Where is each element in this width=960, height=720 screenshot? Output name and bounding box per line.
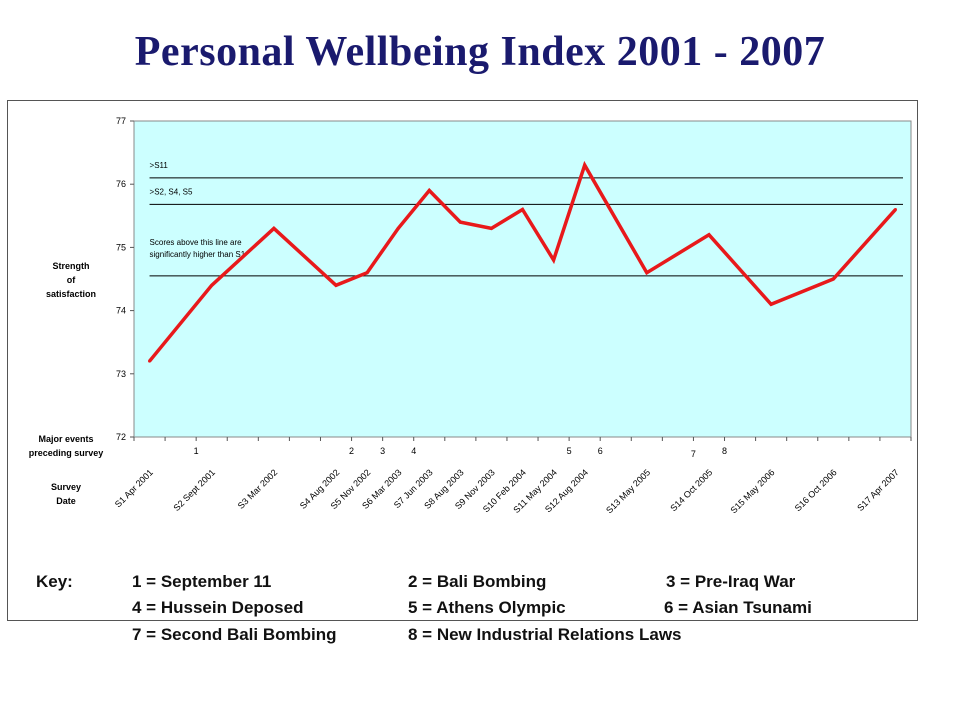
y-axis-label-line1: Strength [52,261,90,271]
survey-date-label-line2: Date [56,496,76,506]
key-prefix: Key: [36,572,73,591]
data-point-15 [831,277,835,281]
reference-line-label-0: >S11 [150,161,169,170]
x-category-label-14: S15 May 2006 [728,467,776,515]
data-point-4 [365,271,369,275]
y-tick-label-3: 75 [116,242,126,252]
data-point-5 [396,226,400,230]
event-marker-4: 4 [411,446,416,456]
data-point-8 [489,226,493,230]
survey-date-label-line1: Survey [50,482,82,492]
data-point-1 [210,283,214,287]
event-marker-6: 6 [598,446,603,456]
key-item-7: 7 = Second Bali Bombing [132,625,337,644]
reference-line-label-2-line1: Scores above this line are [150,238,243,247]
survey-date-label: Survey Date [26,480,106,508]
data-point-9 [521,207,524,211]
data-point-12 [645,271,649,275]
y-axis-label-line2: of [66,275,76,285]
data-point-2 [272,226,276,230]
x-category-label-12: S13 May 2005 [604,467,652,515]
data-point-16 [893,207,897,211]
chart-panel: 72 73 74 75 76 77 >S11 >S2, S4, S5 Scores above … [7,100,918,621]
x-category-label-1: S2 Sept 2001 [171,467,217,513]
x-category-label-13: S14 Oct 2005 [668,467,714,513]
x-category-label-15: S16 Oct 2006 [793,467,839,513]
y-axis-label: Strength of satisfaction [26,259,116,301]
data-point-11 [583,163,587,167]
slide-title: Personal Wellbeing Index 2001 - 2007 [134,29,826,75]
key-item-2: 2 = Bali Bombing [408,572,547,591]
event-marker-8: 8 [722,446,727,456]
y-tick-label-4: 76 [116,179,126,189]
events-row-label: Major events preceding survey [11,432,121,460]
y-tick-label-1: 73 [116,369,126,379]
x-category-label-0: S1 Apr 2001 [113,467,155,509]
y-tick-label-0: 72 [116,432,126,442]
event-marker-2: 2 [349,446,354,456]
plot-area [133,120,912,438]
data-point-13 [707,233,711,237]
y-tick-label-2: 74 [116,306,126,316]
key-item-3: 3 = Pre-Iraq War [666,572,796,591]
x-category-label-2: S3 Mar 2002 [236,467,280,511]
key-item-5: 5 = Athens Olympic [408,598,566,617]
data-point-3 [334,283,338,287]
reference-line-label-2-line2: significantly higher than S1 [150,250,246,259]
event-marker-3: 3 [380,446,385,456]
y-tick-label-5: 77 [116,116,126,126]
reference-line-label-1: >S2, S4, S5 [150,187,193,196]
key-item-1: 1 = September 11 [132,572,272,591]
key-item-8: 8 = New Industrial Relations Laws [408,625,682,644]
event-marker-5: 5 [567,446,572,456]
data-point-14 [769,302,773,306]
data-point-6 [427,189,431,193]
key-item-4: 4 = Hussein Deposed [132,598,304,617]
x-category-label-16: S17 Apr 2007 [855,467,901,513]
events-row-label-line2: preceding survey [28,448,104,458]
data-point-10 [552,258,556,262]
data-point-7 [458,220,462,224]
y-axis-label-line3: satisfaction [45,289,96,299]
event-marker-7: 7 [691,449,696,459]
event-marker-1: 1 [194,446,199,456]
events-row-label-line1: Major events [38,434,94,444]
key-item-6: 6 = Asian Tsunami [664,598,812,617]
data-point-0 [148,359,152,363]
